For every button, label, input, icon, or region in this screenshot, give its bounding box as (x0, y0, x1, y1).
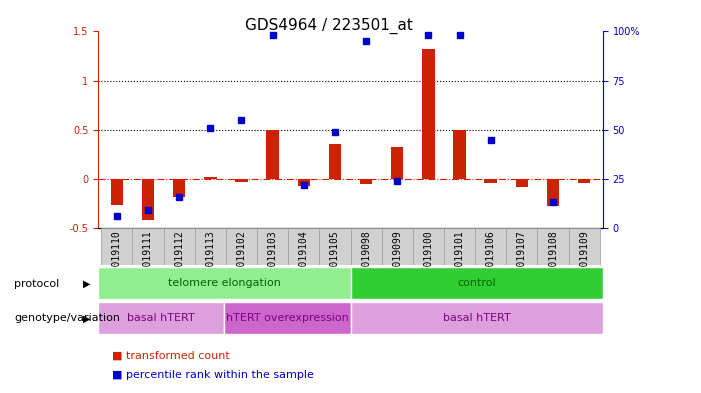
Bar (142, 179, 154, 220)
Text: GSM1019105: GSM1019105 (330, 230, 340, 288)
Text: GSM1019104: GSM1019104 (299, 230, 308, 288)
Bar (204, 177, 217, 179)
Text: GSM1019099: GSM1019099 (393, 230, 402, 288)
Bar (381, 228, 413, 265)
Bar (422, 49, 435, 179)
Bar (224, 303, 350, 334)
Text: ■ percentile rank within the sample: ■ percentile rank within the sample (112, 370, 314, 380)
Bar (350, 303, 603, 334)
Bar (350, 228, 381, 265)
Text: GSM1019113: GSM1019113 (205, 230, 215, 288)
Text: hTERT overexpression: hTERT overexpression (226, 313, 349, 323)
Text: GSM1019112: GSM1019112 (174, 230, 184, 288)
Text: basal hTERT: basal hTERT (128, 313, 195, 323)
Text: GSM1019111: GSM1019111 (143, 230, 153, 288)
Bar (132, 228, 163, 265)
Text: GSM1019102: GSM1019102 (236, 230, 247, 288)
Bar (257, 228, 288, 265)
Text: GSM1019107: GSM1019107 (517, 230, 527, 288)
Bar (297, 179, 310, 185)
Text: GSM1019106: GSM1019106 (486, 230, 496, 288)
Bar (101, 228, 132, 265)
Bar (236, 179, 247, 182)
Text: telomere elongation: telomere elongation (168, 278, 281, 288)
Text: GSM1019108: GSM1019108 (548, 230, 558, 288)
Text: ▶: ▶ (83, 279, 90, 289)
Bar (578, 179, 590, 183)
Bar (569, 228, 600, 265)
Bar (360, 179, 372, 184)
Text: ▶: ▶ (83, 313, 90, 323)
Bar (163, 228, 195, 265)
Bar (454, 130, 465, 179)
Bar (350, 267, 603, 299)
Bar (484, 179, 497, 183)
Bar (506, 228, 538, 265)
Text: ■ transformed count: ■ transformed count (112, 351, 230, 361)
Bar (444, 228, 475, 265)
Bar (98, 267, 350, 299)
Text: GSM1019098: GSM1019098 (361, 230, 371, 288)
Text: control: control (457, 278, 496, 288)
Bar (413, 228, 444, 265)
Bar (547, 179, 559, 206)
Text: GSM1019109: GSM1019109 (579, 230, 589, 288)
Text: protocol: protocol (14, 279, 60, 289)
Bar (516, 179, 528, 187)
Bar (98, 303, 224, 334)
Bar (288, 228, 320, 265)
Bar (391, 147, 404, 179)
Text: basal hTERT: basal hTERT (443, 313, 510, 323)
Text: GSM1019110: GSM1019110 (112, 230, 122, 288)
Text: GSM1019100: GSM1019100 (423, 230, 433, 288)
Bar (320, 228, 350, 265)
Bar (266, 130, 279, 179)
Text: genotype/variation: genotype/variation (14, 313, 120, 323)
Bar (173, 179, 185, 196)
Bar (329, 144, 341, 179)
Bar (538, 228, 569, 265)
Text: GSM1019103: GSM1019103 (268, 230, 278, 288)
Bar (195, 228, 226, 265)
Text: GDS4964 / 223501_at: GDS4964 / 223501_at (245, 18, 413, 34)
Bar (226, 228, 257, 265)
Bar (475, 228, 506, 265)
Text: GSM1019101: GSM1019101 (454, 230, 465, 288)
Bar (111, 179, 123, 205)
